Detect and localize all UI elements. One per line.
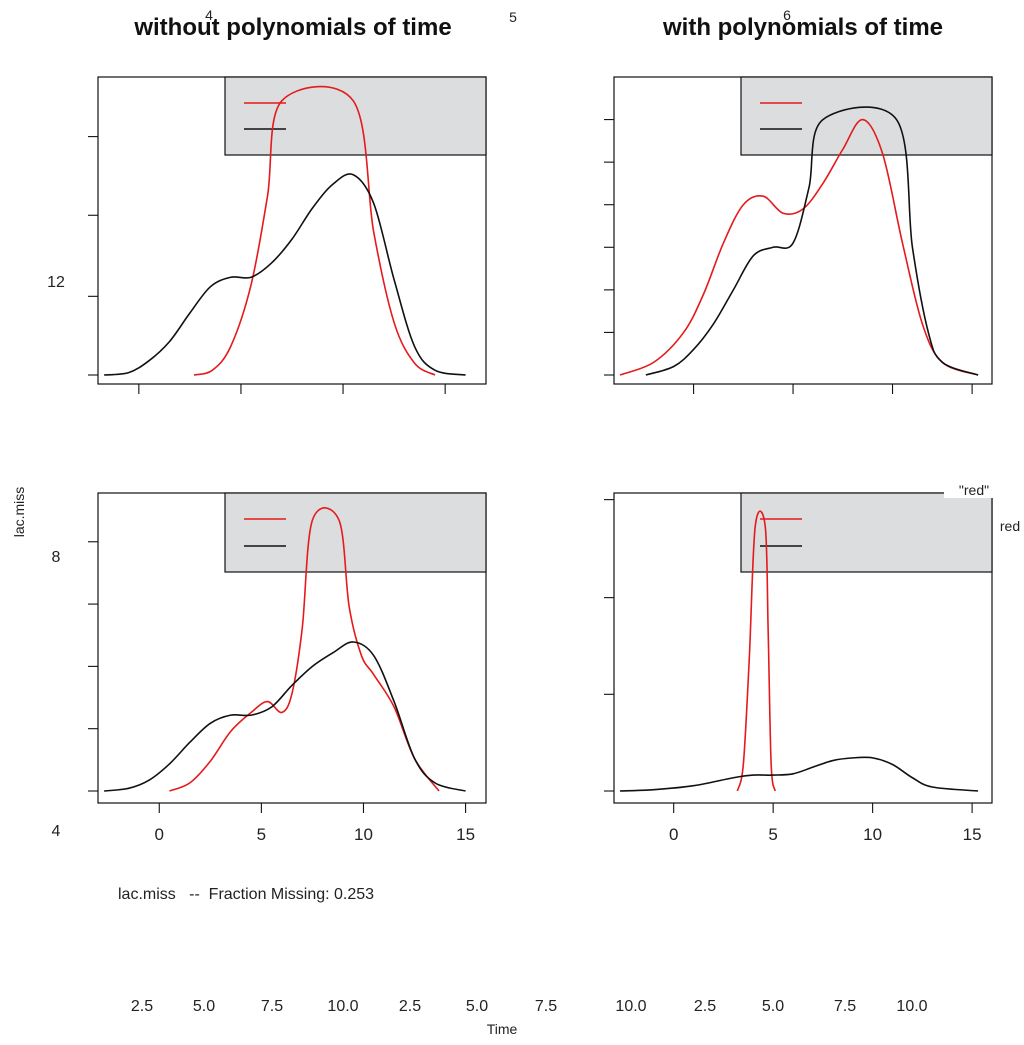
panel-bottom-left xyxy=(88,492,487,813)
legend-box xyxy=(224,492,487,573)
y-tick-label: 8 xyxy=(52,549,61,566)
axis-ticks xyxy=(88,541,467,813)
x-tick-label: 5 xyxy=(257,825,266,844)
observed-density-line xyxy=(736,510,776,792)
axis-ticks xyxy=(604,119,973,394)
y-tick-label: 4 xyxy=(52,823,61,840)
x-tick-label: 15 xyxy=(963,825,982,844)
strip-tick-label: 5.0 xyxy=(193,998,215,1015)
axis-ticks xyxy=(88,136,446,394)
stray-number-5: 5 xyxy=(509,9,517,25)
observed-density-line xyxy=(169,507,440,792)
right-title: with polynomials of time xyxy=(662,14,943,41)
density-curves xyxy=(619,510,979,792)
imputed-density-line xyxy=(619,756,979,792)
density-curves xyxy=(619,106,979,376)
legend-box xyxy=(224,76,487,156)
legend-box xyxy=(740,76,993,156)
x-tick-label: 10 xyxy=(354,825,373,844)
x-tick-label: 10 xyxy=(863,825,882,844)
stray-number-6: 6 xyxy=(783,7,791,23)
observed-density-line xyxy=(619,118,979,376)
bottom-strip-tick-labels: 2.5 5.0 7.5 10.0 2.5 5.0 7.5 10.0 2.5 5.0 7.5 10.0 xyxy=(131,998,928,1015)
x-tick-labels: 0 5 10 15 xyxy=(669,825,982,844)
density-curves xyxy=(104,85,466,376)
strip-tick-label: 2.5 xyxy=(131,998,153,1015)
annotation-red: red xyxy=(1000,518,1020,534)
y-axis-label: lac.miss xyxy=(11,487,27,538)
imputed-density-line xyxy=(104,641,466,792)
left-title: without polynomials of time xyxy=(133,14,451,41)
panel-top-left xyxy=(88,76,487,394)
imputed-density-line xyxy=(104,173,466,376)
axis-ticks xyxy=(604,499,973,813)
x-tick-label: 15 xyxy=(456,825,475,844)
strip-tick-label: 10.0 xyxy=(327,998,358,1015)
strip-tick-label: 7.5 xyxy=(261,998,283,1015)
strip-tick-label: 5.0 xyxy=(762,998,784,1015)
x-tick-labels: 0 5 10 15 xyxy=(155,825,476,844)
strip-tick-label: 5.0 xyxy=(466,998,488,1015)
legend-box xyxy=(740,492,993,573)
annotation-red-quoted: "red" xyxy=(959,482,989,498)
stray-number-4: 4 xyxy=(205,7,213,23)
fraction-missing-caption: lac.miss -- Fraction Missing: 0.253 xyxy=(118,886,374,903)
x-axis-label: Time xyxy=(487,1021,518,1037)
density-curves xyxy=(104,507,466,792)
panel-bottom-right: "red" red xyxy=(604,478,1020,813)
annotation-backdrop xyxy=(944,478,994,498)
strip-tick-label: 7.5 xyxy=(834,998,856,1015)
strip-tick-label: 10.0 xyxy=(896,998,927,1015)
x-tick-label: 0 xyxy=(669,825,678,844)
strip-tick-label: 10.0 xyxy=(615,998,646,1015)
x-tick-label: 5 xyxy=(768,825,777,844)
y-tick-label: 12 xyxy=(47,274,65,291)
panel-top-right xyxy=(604,76,993,394)
imputed-density-line xyxy=(645,106,979,376)
observed-density-line xyxy=(193,85,436,376)
strip-tick-label: 2.5 xyxy=(399,998,421,1015)
strip-tick-label: 2.5 xyxy=(694,998,716,1015)
strip-tick-label: 7.5 xyxy=(535,998,557,1015)
x-tick-label: 0 xyxy=(155,825,164,844)
